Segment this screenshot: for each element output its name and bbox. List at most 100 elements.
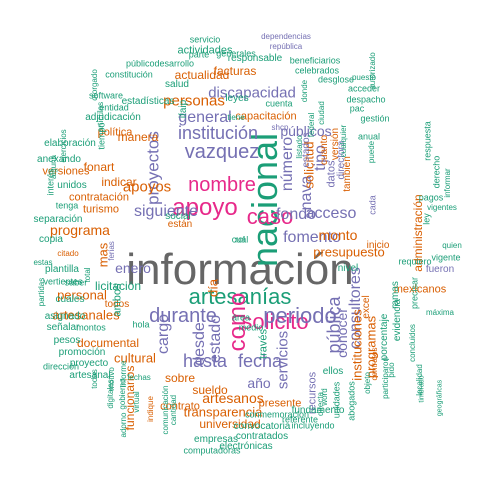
word-124: requiero xyxy=(398,256,432,267)
word-63: fueron xyxy=(425,264,455,275)
word-0: información xyxy=(126,245,354,294)
word-41: artesanales xyxy=(52,307,120,323)
word-106: república xyxy=(269,42,303,51)
word-52: personal xyxy=(57,287,107,303)
word-189: objeto xyxy=(363,372,372,394)
word-187: pido xyxy=(387,362,396,378)
word-160: artículos xyxy=(96,101,105,133)
word-82: separación xyxy=(33,214,83,225)
word-149: saber xyxy=(64,277,88,288)
word-182: motivo xyxy=(107,367,116,391)
word-188: contratos xyxy=(370,347,379,381)
word-46: sueldo xyxy=(192,383,228,397)
word-121: vigentes xyxy=(427,203,457,212)
word-74: incluyendo xyxy=(291,420,335,431)
word-148: vertientes xyxy=(43,276,83,287)
word-156: alguna xyxy=(49,154,58,180)
word-94: actividades xyxy=(177,44,233,57)
word-90: asignado xyxy=(44,311,86,322)
word-96: estadísticas xyxy=(121,96,175,107)
word-5: caso xyxy=(246,204,294,229)
word-35: apoyos xyxy=(122,178,172,196)
word-153: tenga xyxy=(55,200,79,211)
word-113: pac xyxy=(349,103,365,114)
word-197: federal xyxy=(307,112,316,138)
word-185: fechas xyxy=(127,373,151,382)
word-123: quien xyxy=(442,241,462,250)
word-112: puesto xyxy=(351,73,377,82)
word-127: porcentaje xyxy=(379,313,390,361)
word-145: cuenta xyxy=(265,98,293,109)
word-23: enero xyxy=(115,260,151,276)
word-31: servicios xyxy=(274,330,292,390)
word-17: hasta xyxy=(182,351,228,371)
word-10: fondo xyxy=(275,206,317,223)
word-15: siguiente xyxy=(133,203,199,220)
word-195: listado xyxy=(295,135,304,159)
word-171: total xyxy=(83,267,92,283)
word-179: virtual xyxy=(132,391,141,413)
word-199: puede xyxy=(367,140,376,164)
word-107: beneficiarios xyxy=(289,55,341,66)
word-173: licitación xyxy=(94,279,142,293)
word-68: contratados xyxy=(235,431,289,442)
word-69: electrónicas xyxy=(219,441,273,452)
word-174: citado xyxy=(57,249,79,258)
word-143: tiene xyxy=(227,113,245,122)
word-66: fundamento xyxy=(291,405,345,416)
word-33: año xyxy=(247,375,271,391)
word-91: todos xyxy=(104,299,130,310)
word-93: responsable xyxy=(227,53,283,64)
word-56: instituciones xyxy=(349,309,365,381)
word-79: elaboración xyxy=(44,138,96,149)
word-104: generales xyxy=(216,48,256,59)
word-150: montos xyxy=(76,322,106,333)
word-135: word xyxy=(320,388,329,406)
word-32: conocer xyxy=(334,308,350,358)
word-2: artesanías xyxy=(188,284,292,309)
word-110: acceder xyxy=(347,83,381,94)
word-34: artesanos xyxy=(202,390,264,406)
word-140: medio xyxy=(238,322,264,333)
word-58: día xyxy=(205,278,221,298)
word-122: vigente xyxy=(431,252,461,263)
word-128: ramas xyxy=(390,281,401,309)
word-87: proyecto xyxy=(69,358,109,369)
word-48: fonart xyxy=(83,160,115,174)
word-49: manera xyxy=(117,130,159,144)
word-129: concluidos xyxy=(408,324,417,362)
word-115: anual xyxy=(357,131,381,142)
word-78: política xyxy=(97,126,133,139)
word-14: durante xyxy=(149,305,217,327)
word-167: cuanto xyxy=(319,134,330,166)
word-137: excel xyxy=(361,295,372,319)
word-43: documental xyxy=(76,336,140,350)
word-114: gestión xyxy=(360,113,390,124)
word-27: públicos xyxy=(280,123,332,139)
word-42: cultural xyxy=(114,350,156,366)
word-86: promoción xyxy=(58,347,106,358)
word-73: referente xyxy=(281,414,319,425)
word-50: actualidad xyxy=(174,68,230,82)
word-186: través xyxy=(257,329,270,359)
word-100: constitución xyxy=(105,69,153,80)
word-53: sobre xyxy=(164,371,196,385)
word-12: vazquez xyxy=(184,141,260,163)
word-178: adorno xyxy=(119,412,128,438)
word-18: fecha xyxy=(237,351,283,371)
word-75: versiones xyxy=(42,165,90,178)
word-191: timbrado xyxy=(418,375,426,403)
word-80: anexando xyxy=(37,154,81,165)
word-98: entidad xyxy=(99,102,129,113)
word-81: unidos xyxy=(57,180,87,191)
word-118: informar xyxy=(443,168,452,198)
word-136: ellos xyxy=(322,366,344,377)
word-201: cuál xyxy=(231,234,249,245)
word-22: cargo xyxy=(155,313,172,355)
word-130: máxima xyxy=(425,308,455,317)
word-161: ifaip xyxy=(178,99,189,119)
word-6: solicito xyxy=(241,309,309,334)
word-119: pagos xyxy=(418,192,444,203)
word-108: celebrados xyxy=(294,65,340,76)
